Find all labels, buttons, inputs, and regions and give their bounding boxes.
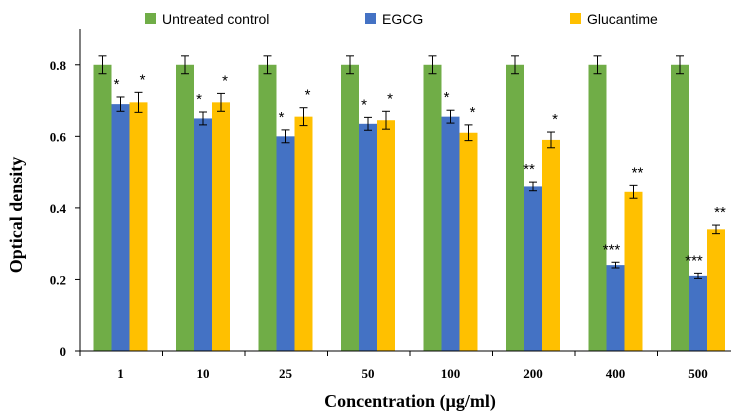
bar-egcg-100 (441, 116, 460, 352)
legend-swatch-glucantime (570, 13, 581, 24)
bar-untreated-control-400 (588, 64, 607, 352)
bar-untreated-control-10 (176, 64, 194, 352)
error-bar-glucantime-25 (299, 107, 308, 127)
bar-untreated-control-1 (93, 64, 112, 352)
y-tick-label-0: 0 (60, 344, 67, 359)
error-bar-egcg-200 (529, 181, 537, 192)
significance-mark-glucantime-10: * (222, 72, 228, 89)
error-bar-untreated-control-400 (593, 55, 602, 75)
x-tick-label-200: 200 (523, 366, 543, 381)
legend-swatch-egcg (365, 13, 376, 24)
bar-glucantime-200 (542, 139, 560, 351)
bar-untreated-control-100 (423, 64, 442, 352)
significance-mark-egcg-1: * (114, 76, 120, 93)
error-bar-glucantime-400 (629, 184, 638, 199)
error-bar-untreated-control-10 (181, 55, 189, 75)
bar-glucantime-50 (377, 120, 395, 351)
error-bar-egcg-500 (694, 272, 702, 279)
x-tick-label-400: 400 (606, 366, 626, 381)
legend-label-untreated-control: Untreated control (162, 11, 269, 27)
bar-egcg-1 (111, 104, 130, 351)
error-bar-egcg-100 (446, 109, 455, 124)
error-bar-egcg-50 (364, 116, 372, 131)
bar-untreated-control-200 (506, 64, 524, 352)
bar-glucantime-1 (129, 102, 148, 351)
axes: 1 10 25 50 100 200 400 500 0 0.2 0.4 0.6 0.8 (50, 29, 731, 381)
significance-mark-glucantime-500: ** (714, 204, 726, 221)
significance-mark-glucantime-100: * (470, 104, 476, 121)
x-tick-label-50: 50 (362, 366, 375, 381)
x-axis-title: Concentration (µg/ml) (324, 391, 496, 411)
significance-mark-glucantime-50: * (387, 90, 393, 107)
bar-untreated-control-500 (671, 64, 689, 352)
x-tick-label-1: 1 (117, 366, 124, 381)
bar-egcg-50 (359, 123, 377, 351)
bar-egcg-500 (689, 275, 707, 351)
error-bar-egcg-400 (611, 261, 620, 269)
significance-mark-glucantime-400: ** (632, 164, 644, 181)
y-axis-title: Optical density (6, 157, 26, 274)
significance-mark-glucantime-25: * (305, 87, 311, 104)
error-bar-untreated-control-100 (428, 55, 437, 75)
bar-untreated-control-50 (341, 64, 359, 352)
error-bar-glucantime-200 (547, 131, 555, 149)
plot-area: * ****** * *************** (93, 55, 726, 352)
significance-mark-glucantime-1: * (140, 71, 146, 88)
error-bar-untreated-control-25 (263, 55, 272, 75)
significance-mark-egcg-50: * (361, 96, 367, 113)
significance-mark-egcg-400: *** (603, 241, 621, 258)
error-bar-untreated-control-200 (511, 55, 519, 75)
significance-mark-egcg-10: * (196, 91, 202, 108)
y-tick-label-0-4: 0.4 (50, 201, 67, 216)
y-tick-label-0-2: 0.2 (50, 272, 66, 287)
y-tick-label-0-8: 0.8 (50, 58, 67, 73)
bar-glucantime-10 (212, 102, 230, 351)
significance-mark-egcg-500: *** (685, 252, 703, 269)
legend-label-glucantime: Glucantime (587, 11, 658, 27)
bar-glucantime-100 (459, 132, 478, 351)
bar-untreated-control-25 (258, 64, 277, 352)
bar-glucantime-400 (624, 191, 643, 351)
error-bar-untreated-control-50 (346, 55, 354, 75)
error-bar-untreated-control-1 (98, 55, 107, 75)
legend-swatch-untreated-control (145, 13, 156, 24)
significance-mark-egcg-25: * (279, 109, 285, 126)
error-bar-egcg-1 (116, 96, 125, 112)
bar-egcg-200 (524, 186, 542, 351)
x-tick-label-100: 100 (441, 366, 461, 381)
error-bar-glucantime-50 (382, 110, 390, 130)
x-tick-label-25: 25 (279, 366, 293, 381)
y-tick-label-0-6: 0.6 (50, 129, 67, 144)
error-bar-glucantime-1 (134, 91, 143, 113)
significance-mark-egcg-100: * (444, 89, 450, 106)
error-bar-untreated-control-500 (676, 55, 684, 75)
significance-mark-glucantime-200: * (552, 111, 558, 128)
error-bar-glucantime-10 (217, 92, 225, 112)
error-bar-glucantime-500 (712, 224, 720, 235)
error-bar-egcg-10 (199, 111, 207, 126)
bar-glucantime-25 (294, 116, 313, 352)
legend: Untreated control EGCG Glucantime (145, 11, 658, 27)
x-tick-label-10: 10 (197, 366, 210, 381)
error-bar-egcg-25 (281, 129, 290, 144)
x-tick-label-500: 500 (688, 366, 708, 381)
bar-glucantime-500 (707, 229, 725, 351)
bar-egcg-10 (194, 118, 212, 351)
significance-mark-egcg-200: ** (523, 161, 535, 178)
bar-egcg-25 (276, 136, 295, 351)
bar-egcg-400 (606, 265, 625, 351)
legend-label-egcg: EGCG (382, 11, 423, 27)
error-bar-glucantime-100 (464, 124, 473, 142)
